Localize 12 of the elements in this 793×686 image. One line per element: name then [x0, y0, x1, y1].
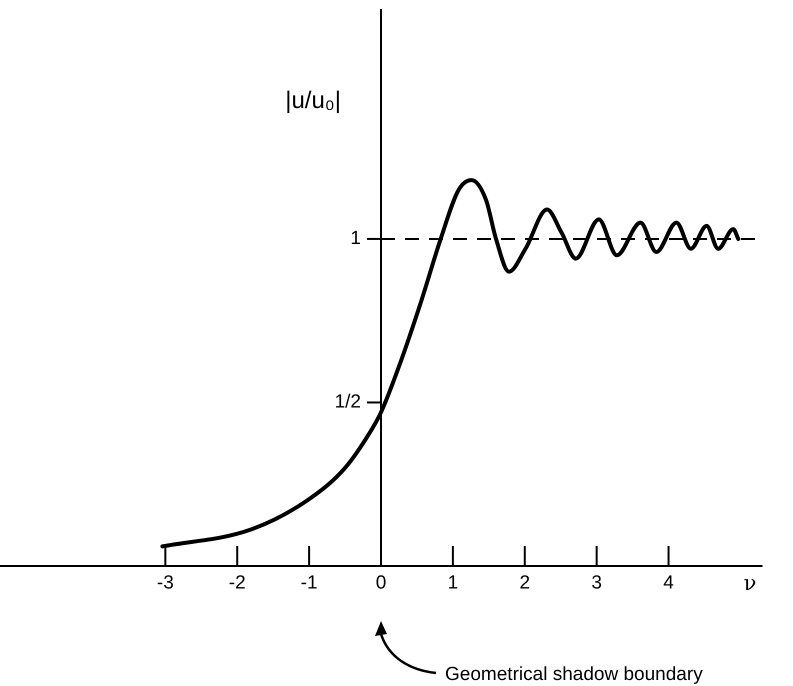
text: Geometrical shadow boundary — [445, 664, 703, 686]
x-tick-label: 0 — [376, 572, 386, 594]
x-tick-label: 1 — [448, 572, 458, 594]
y-axis-title: |u/u₀| — [285, 87, 341, 114]
x-tick-label: 3 — [591, 572, 602, 594]
x-tick-label: -1 — [300, 572, 318, 594]
x-tick-label: 4 — [663, 572, 674, 594]
x-tick-label: -3 — [156, 572, 174, 594]
x-axis-title: ν — [744, 570, 756, 595]
x-tick-label: -2 — [228, 572, 246, 594]
x-tick-label: 2 — [519, 572, 530, 594]
y-tick-label: 1/2 — [334, 392, 361, 413]
